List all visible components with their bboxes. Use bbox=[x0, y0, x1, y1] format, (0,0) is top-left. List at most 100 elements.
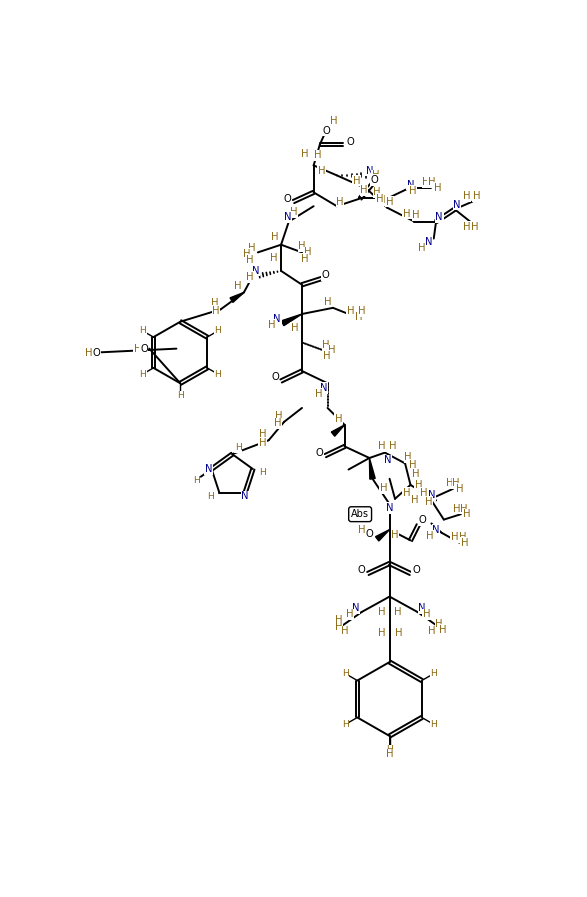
Text: H: H bbox=[342, 720, 349, 729]
Text: H: H bbox=[386, 749, 393, 760]
Text: H: H bbox=[335, 614, 342, 624]
Text: H: H bbox=[414, 480, 422, 490]
Text: H: H bbox=[436, 619, 443, 629]
Text: H: H bbox=[193, 476, 200, 485]
Text: H: H bbox=[463, 191, 471, 201]
Text: N: N bbox=[241, 492, 249, 501]
Text: H: H bbox=[438, 624, 446, 635]
Text: H: H bbox=[373, 187, 381, 197]
Text: H: H bbox=[323, 351, 330, 361]
Text: H: H bbox=[139, 370, 146, 379]
Text: H: H bbox=[412, 211, 420, 221]
Text: H: H bbox=[395, 628, 403, 638]
Text: H: H bbox=[248, 243, 255, 253]
Text: H: H bbox=[376, 194, 383, 204]
Text: H: H bbox=[378, 607, 386, 617]
Text: H: H bbox=[434, 183, 441, 193]
Text: H: H bbox=[330, 117, 338, 126]
Text: H: H bbox=[298, 241, 306, 251]
Text: H: H bbox=[403, 488, 410, 498]
Text: O: O bbox=[271, 372, 279, 382]
Text: H: H bbox=[460, 504, 468, 514]
Text: H: H bbox=[134, 344, 141, 353]
Text: H: H bbox=[386, 745, 393, 754]
Text: H: H bbox=[275, 411, 282, 421]
Text: H: H bbox=[211, 298, 219, 309]
Text: N: N bbox=[428, 490, 435, 500]
Text: H: H bbox=[274, 418, 282, 429]
Text: N: N bbox=[386, 503, 393, 513]
Text: N: N bbox=[419, 603, 426, 614]
Text: H: H bbox=[428, 626, 435, 636]
Text: H: H bbox=[471, 222, 478, 232]
Text: N: N bbox=[252, 266, 259, 276]
Polygon shape bbox=[331, 425, 345, 436]
Text: H: H bbox=[313, 151, 321, 161]
Text: H: H bbox=[451, 532, 458, 543]
Text: H: H bbox=[259, 438, 266, 448]
Text: H: H bbox=[301, 149, 308, 159]
Text: H: H bbox=[446, 478, 453, 488]
Text: H: H bbox=[430, 669, 437, 678]
Text: H: H bbox=[412, 469, 420, 479]
Text: H: H bbox=[453, 478, 460, 488]
Text: H: H bbox=[234, 282, 241, 292]
Text: H: H bbox=[458, 532, 466, 543]
Text: O: O bbox=[347, 136, 355, 146]
Text: H: H bbox=[378, 441, 386, 451]
Polygon shape bbox=[230, 292, 244, 302]
Text: H: H bbox=[322, 340, 330, 350]
Text: H: H bbox=[318, 166, 325, 176]
Text: H: H bbox=[409, 186, 417, 196]
Text: H: H bbox=[268, 319, 275, 330]
Text: H: H bbox=[346, 609, 353, 619]
Text: H: H bbox=[424, 497, 432, 507]
Text: N: N bbox=[436, 212, 443, 222]
Text: H: H bbox=[290, 207, 297, 217]
Text: H: H bbox=[420, 488, 427, 498]
Text: N: N bbox=[284, 212, 291, 222]
Text: H: H bbox=[301, 254, 308, 264]
Text: H: H bbox=[247, 272, 254, 282]
Text: N: N bbox=[205, 464, 212, 474]
Text: H: H bbox=[422, 178, 430, 187]
Text: H: H bbox=[247, 255, 254, 266]
Text: O: O bbox=[419, 516, 426, 526]
Text: H: H bbox=[456, 483, 463, 493]
Text: H: H bbox=[212, 306, 220, 316]
Text: O: O bbox=[370, 175, 378, 185]
Text: H: H bbox=[243, 249, 251, 259]
Text: N: N bbox=[352, 603, 359, 614]
Text: O: O bbox=[284, 194, 291, 204]
Text: H: H bbox=[426, 531, 434, 541]
Text: N: N bbox=[424, 238, 432, 248]
Text: O: O bbox=[412, 564, 420, 575]
Text: H: H bbox=[453, 504, 461, 514]
Text: O: O bbox=[315, 448, 323, 457]
Text: H: H bbox=[328, 345, 335, 355]
Text: N: N bbox=[432, 525, 440, 535]
Text: H: H bbox=[360, 185, 367, 195]
Text: H: H bbox=[392, 530, 399, 540]
Text: H: H bbox=[463, 222, 471, 232]
Text: H: H bbox=[139, 327, 146, 335]
Text: O: O bbox=[140, 344, 148, 353]
Text: H: H bbox=[403, 209, 410, 219]
Text: H: H bbox=[336, 196, 344, 206]
Text: H: H bbox=[409, 460, 417, 470]
Text: H: H bbox=[315, 389, 322, 399]
Polygon shape bbox=[376, 529, 390, 541]
Text: H: H bbox=[463, 509, 471, 519]
Text: H: H bbox=[259, 467, 266, 476]
Polygon shape bbox=[281, 314, 302, 326]
Text: H: H bbox=[259, 429, 266, 440]
Text: H: H bbox=[358, 306, 366, 316]
Text: N: N bbox=[453, 200, 461, 210]
Text: H: H bbox=[342, 669, 349, 678]
Text: H: H bbox=[393, 607, 401, 617]
Text: H: H bbox=[324, 297, 331, 307]
Text: H: H bbox=[423, 609, 430, 619]
Text: O: O bbox=[93, 347, 100, 358]
Text: H: H bbox=[378, 195, 386, 205]
Text: N: N bbox=[366, 166, 373, 176]
